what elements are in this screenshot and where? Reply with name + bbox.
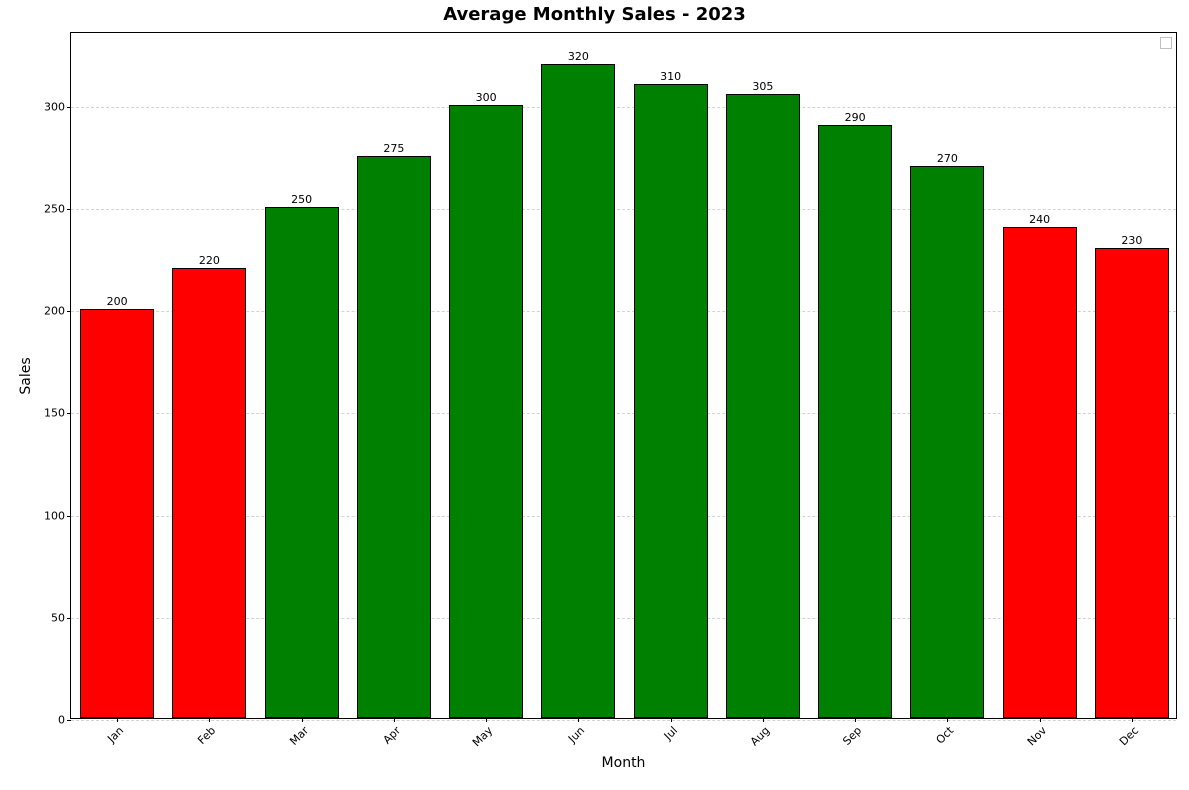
bar-value-label: 305: [752, 80, 773, 93]
x-tick-mark: [117, 718, 118, 722]
bar: [910, 166, 984, 718]
x-axis-label: Month: [602, 755, 646, 771]
bar: [172, 268, 246, 718]
bar: [80, 309, 154, 718]
x-tick-mark: [671, 718, 672, 722]
x-tick-label: Jun: [566, 724, 587, 745]
x-tick-mark: [394, 718, 395, 722]
bar: [541, 64, 615, 718]
x-tick-mark: [302, 718, 303, 722]
x-tick-label: Mar: [287, 724, 311, 748]
bar-value-label: 275: [383, 142, 404, 155]
y-tick-label: 50: [51, 611, 71, 624]
bar: [726, 94, 800, 718]
bar: [1003, 227, 1077, 718]
x-tick-mark: [1040, 718, 1041, 722]
bar-value-label: 290: [845, 111, 866, 124]
y-tick-label: 300: [44, 100, 71, 113]
grid-line: [71, 720, 1176, 721]
x-tick-label: Apr: [380, 724, 403, 747]
legend-box: [1160, 37, 1172, 49]
x-tick-mark: [763, 718, 764, 722]
bar-value-label: 250: [291, 193, 312, 206]
y-tick-label: 100: [44, 509, 71, 522]
x-tick-label: Jan: [105, 724, 126, 745]
chart-figure: Average Monthly Sales - 2023 0 50 100 150 20…: [0, 0, 1189, 790]
x-tick-mark: [578, 718, 579, 722]
x-tick-label: Feb: [196, 724, 219, 747]
x-tick-label: May: [470, 724, 495, 749]
bar: [818, 125, 892, 718]
bar-value-label: 300: [476, 91, 497, 104]
x-tick-label: Nov: [1024, 724, 1048, 748]
y-tick-label: 150: [44, 407, 71, 420]
grid-line: [71, 209, 1176, 210]
x-tick-label: Sep: [840, 724, 864, 748]
bar-value-label: 320: [568, 50, 589, 63]
bar-value-label: 200: [107, 295, 128, 308]
x-tick-mark: [486, 718, 487, 722]
bar-value-label: 220: [199, 254, 220, 267]
y-tick-label: 250: [44, 202, 71, 215]
bar: [357, 156, 431, 718]
bar: [1095, 248, 1169, 718]
x-tick-mark: [1132, 718, 1133, 722]
chart-title: Average Monthly Sales - 2023: [0, 4, 1189, 25]
bar: [634, 84, 708, 718]
y-tick-label: 0: [58, 714, 71, 727]
x-tick-mark: [947, 718, 948, 722]
x-tick-label: Oct: [934, 724, 957, 747]
grid-line: [71, 107, 1176, 108]
x-tick-mark: [209, 718, 210, 722]
bar-value-label: 240: [1029, 213, 1050, 226]
bar-value-label: 310: [660, 70, 681, 83]
x-tick-label: Jul: [661, 724, 680, 743]
y-axis-label: Sales: [18, 357, 34, 394]
bar: [265, 207, 339, 718]
y-tick-label: 200: [44, 305, 71, 318]
x-tick-label: Dec: [1117, 724, 1141, 748]
bar-value-label: 230: [1121, 234, 1142, 247]
x-tick-mark: [855, 718, 856, 722]
x-tick-label: Aug: [748, 724, 772, 748]
plot-area: 050100150200250300200Jan220Feb250Mar275A…: [70, 32, 1177, 719]
bar: [449, 105, 523, 718]
bar-value-label: 270: [937, 152, 958, 165]
